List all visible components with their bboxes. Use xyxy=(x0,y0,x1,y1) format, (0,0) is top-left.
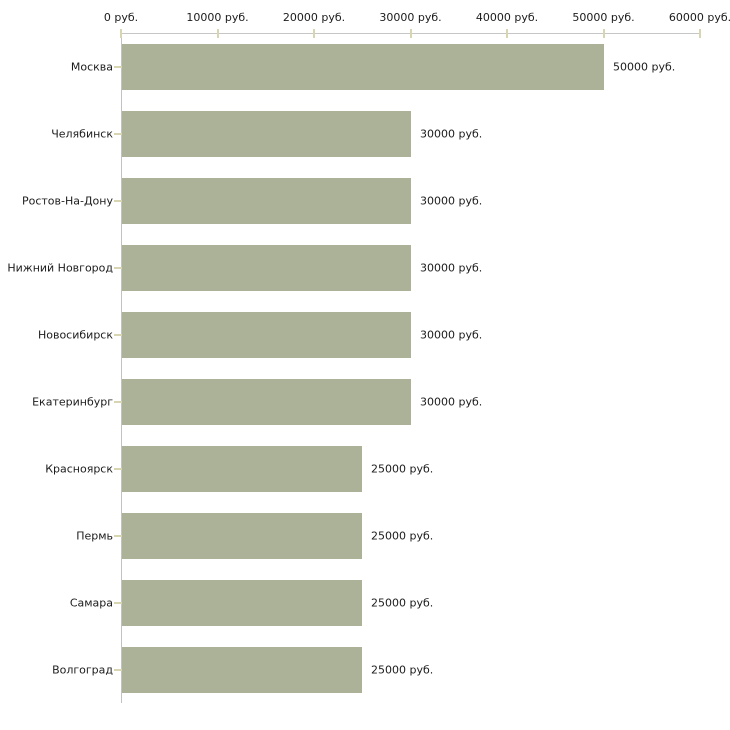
category-label: Нижний Новгород xyxy=(7,261,113,274)
bar xyxy=(122,311,411,358)
x-axis-tick-label: 60000 руб. xyxy=(668,11,730,24)
x-axis-tick-mark xyxy=(699,29,701,38)
x-axis-tick-mark xyxy=(313,29,315,38)
x-axis-tick-mark xyxy=(506,29,508,38)
x-axis-tick-mark xyxy=(216,29,219,38)
bar-value-label: 30000 руб. xyxy=(420,328,483,341)
category-label: Пермь xyxy=(76,529,113,542)
bar xyxy=(122,646,362,693)
category-tick-mark xyxy=(114,467,122,470)
bar-value-label: 30000 руб. xyxy=(420,261,483,274)
x-axis-tick-mark xyxy=(120,29,122,38)
category-label: Самара xyxy=(69,596,113,609)
category-tick-mark xyxy=(114,333,122,336)
bar-value-label: 25000 руб. xyxy=(371,596,434,609)
bar-value-label: 25000 руб. xyxy=(371,529,434,542)
bar xyxy=(122,177,411,224)
bar xyxy=(122,512,362,559)
category-tick-mark xyxy=(114,601,122,604)
bar-value-label: 25000 руб. xyxy=(371,663,434,676)
bar-value-label: 30000 руб. xyxy=(420,395,483,408)
bar xyxy=(122,110,411,157)
category-label: Екатеринбург xyxy=(32,395,113,408)
category-tick-mark xyxy=(114,65,122,68)
bar-value-label: 50000 руб. xyxy=(613,60,676,73)
category-label: Новосибирск xyxy=(37,328,113,341)
x-axis-tick-label: 0 руб. xyxy=(103,11,139,24)
category-tick-mark xyxy=(114,534,122,537)
x-axis-tick-label: 40000 руб. xyxy=(475,11,539,24)
bar xyxy=(122,378,411,425)
category-label: Волгоград xyxy=(52,663,113,676)
x-axis-tick-mark xyxy=(602,29,605,38)
x-axis-tick-label: 50000 руб. xyxy=(572,11,635,24)
bar-value-label: 30000 руб. xyxy=(420,194,483,207)
bar xyxy=(122,43,604,90)
category-tick-mark xyxy=(114,266,122,269)
bar xyxy=(122,244,411,291)
bar xyxy=(122,445,362,492)
category-tick-mark xyxy=(114,668,122,671)
category-label: Челябинск xyxy=(51,127,113,140)
x-axis-tick-label: 20000 руб. xyxy=(282,11,346,24)
x-axis-tick-mark xyxy=(409,29,412,38)
category-label: Москва xyxy=(70,60,113,73)
category-label: Красноярск xyxy=(45,462,113,475)
bar-value-label: 25000 руб. xyxy=(371,462,434,475)
x-axis-tick-label: 30000 руб. xyxy=(379,11,442,24)
y-axis-line xyxy=(121,33,122,703)
bar-value-label: 30000 руб. xyxy=(420,127,483,140)
category-tick-mark xyxy=(114,199,122,202)
category-label: Ростов-На-Дону xyxy=(21,194,113,207)
category-tick-mark xyxy=(114,132,122,135)
category-tick-mark xyxy=(114,400,122,403)
bar xyxy=(122,579,362,626)
x-axis-tick-label: 10000 руб. xyxy=(186,11,249,24)
